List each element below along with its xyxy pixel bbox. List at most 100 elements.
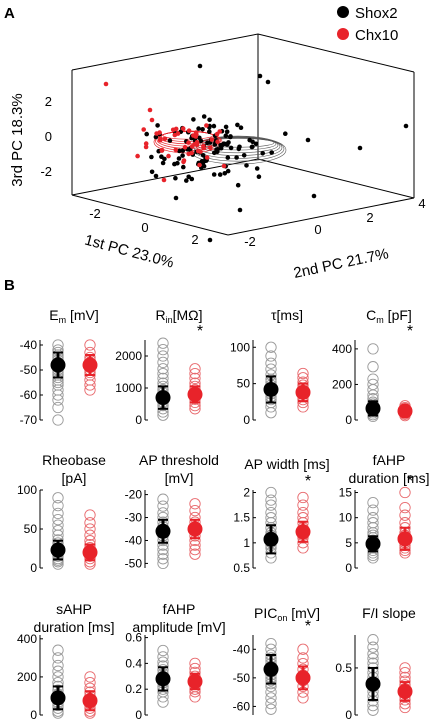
pca-point-shox2 (197, 63, 203, 69)
chx10-data-point (84, 339, 96, 351)
shox2-mean-marker (155, 523, 171, 539)
subplot-title: sAHP (56, 601, 92, 617)
chx10-data-point (189, 543, 201, 556)
y-tick-label: 0.2 (125, 682, 142, 696)
z-axis-label: 3rd PC 18.3% (9, 93, 26, 186)
panel-b: B Em [mV]-40-50-60-70Rin[MΩ]010002000*τ[… (4, 277, 429, 722)
shox2-data-point (52, 401, 64, 414)
shox2-data-point (52, 644, 64, 656)
shox2-data-point (52, 529, 64, 541)
chx10-mean-marker (187, 521, 203, 537)
pca-point-chx10 (154, 131, 159, 136)
chx10-data-point (297, 367, 309, 380)
box-floor-back-left (71, 158, 259, 196)
pca-point-shox2 (228, 134, 233, 140)
subplot-11: F/I slope 0 0.5 (335, 605, 416, 722)
pca-point-shox2 (217, 172, 223, 177)
y-tick-label: -70 (20, 413, 38, 427)
chx10-data-point (84, 379, 96, 391)
box-bottom-front-left (71, 194, 229, 236)
legend-marker-shox2 (337, 6, 349, 18)
chx10-data-point (297, 506, 309, 519)
subplot-10: PICon [mV] -40 -50 -60 * (233, 605, 320, 715)
pca-point-chx10 (149, 117, 155, 123)
shox2-data-point (265, 506, 277, 519)
shox2-data-point (265, 703, 277, 715)
pca-point-shox2 (211, 123, 217, 129)
shox2-data-point (367, 343, 379, 355)
subplot-title: AP width [ms] (244, 456, 329, 472)
shox2-data-point (52, 499, 64, 512)
pca-point-chx10 (157, 137, 163, 143)
significance-star: * (305, 618, 311, 635)
shox2-data-point (367, 504, 379, 516)
pca-point-shox2 (228, 145, 234, 151)
y-tick-label: 0.6 (125, 631, 142, 645)
panel-a-label: A (4, 5, 15, 22)
shox2-mean-marker (263, 531, 279, 547)
pca-point-chx10 (159, 148, 165, 153)
y-tick-label: -40 (125, 533, 143, 547)
subplot-7: fAHP duration [ms] 0 5 10 15 * (339, 452, 430, 575)
y-tick-label: 2 (243, 486, 250, 500)
pca-point-shox2 (253, 141, 259, 147)
y-tick-label: 2000 (115, 349, 142, 363)
shox2-data-point (367, 641, 379, 653)
x-axis-label: 1st PC 23.0% (83, 232, 176, 272)
shox2-data-point (52, 659, 64, 672)
pca-point-shox2 (357, 145, 363, 151)
shox2-mean-marker (50, 357, 66, 373)
pca-point-shox2 (207, 129, 212, 134)
pca-point-shox2 (153, 134, 159, 140)
z-axis: 2 0 -2 3rd PC 18.3% (9, 93, 52, 186)
pca-point-shox2 (201, 163, 207, 169)
chx10-mean-marker (295, 524, 311, 540)
pca-point-shox2 (260, 151, 266, 156)
subplot-5: AP threshold [mV] -20 -30 -40 -50 (125, 452, 219, 570)
shox2-data-point (265, 692, 277, 704)
chx10-data-point (399, 486, 411, 499)
pca-point-shox2 (403, 123, 409, 129)
pca-point-shox2 (173, 195, 179, 201)
shox2-data-point (157, 644, 169, 657)
shox2-data-point (367, 657, 379, 669)
pca-point-shox2 (181, 164, 186, 170)
pca-point-shox2 (160, 160, 166, 166)
chx10-data-point (84, 517, 96, 529)
chx10-data-point (84, 671, 96, 683)
pca-point-chx10 (161, 177, 167, 183)
shox2-data-point (367, 648, 379, 660)
y-tick-label: 1 (243, 536, 250, 550)
chx10-mean-marker (397, 531, 413, 547)
x-tick-label: 0 (141, 220, 148, 235)
y-tick-label: 10 (339, 511, 353, 525)
shox2-data-point (52, 492, 64, 504)
pca-point-shox2 (175, 160, 180, 166)
chx10-mean-marker (295, 670, 311, 686)
chx10-data-point (297, 491, 309, 504)
shox2-data-point (157, 543, 169, 556)
pca-point-shox2 (235, 182, 241, 188)
pca-point-shox2 (211, 172, 217, 177)
pca-point-shox2 (283, 131, 288, 136)
shox2-mean-marker (263, 381, 279, 397)
pca-point-shox2 (184, 178, 189, 183)
x-tick-label: 2 (191, 232, 198, 247)
pca-point-shox2 (238, 125, 244, 130)
pca-point-chx10 (204, 155, 210, 160)
chx10-mean-marker (82, 693, 98, 709)
pca-point-shox2 (223, 124, 229, 130)
pca-point-shox2 (177, 148, 182, 154)
subplot-title-line2: duration [ms] (34, 619, 115, 635)
shox2-data-point (265, 494, 277, 506)
shox2-data-point (157, 507, 169, 519)
shox2-data-point (265, 350, 277, 362)
shox2-mean-marker (365, 536, 381, 552)
chx10-data-point (84, 384, 96, 396)
pca-point-shox2 (202, 158, 207, 164)
shox2-mean-marker (50, 690, 66, 706)
pca-point-shox2 (241, 153, 247, 158)
shox2-data-point (367, 699, 379, 712)
chx10-data-point (189, 372, 201, 385)
chx10-data-point (297, 643, 309, 655)
